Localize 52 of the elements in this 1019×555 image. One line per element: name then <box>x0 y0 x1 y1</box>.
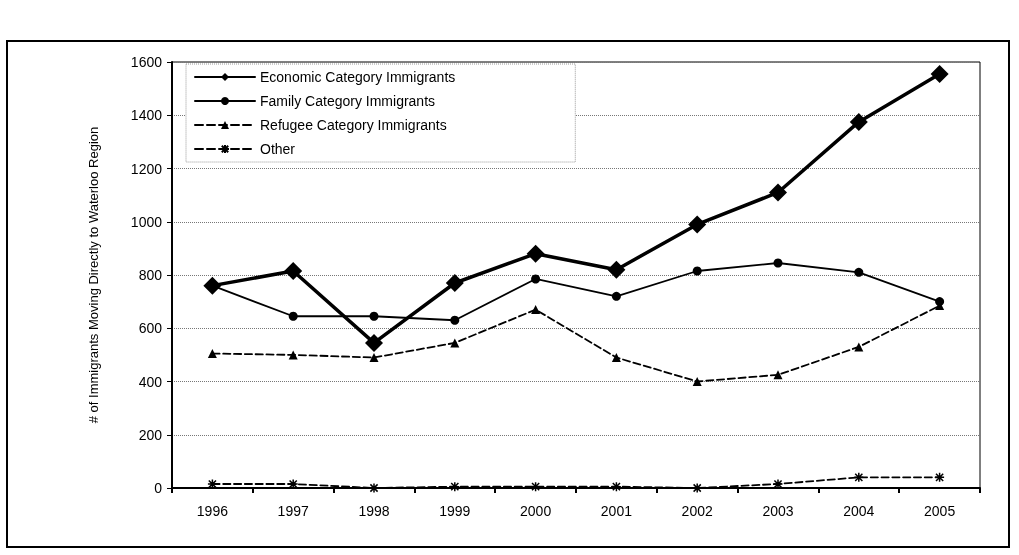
point <box>450 315 460 325</box>
point <box>611 481 622 492</box>
point <box>692 266 702 276</box>
x-tick-label: 2001 <box>600 503 633 519</box>
x-tick-label: 1997 <box>277 503 309 519</box>
point <box>207 349 217 359</box>
y-tick-label: 1400 <box>130 107 163 124</box>
point <box>611 291 621 301</box>
x-tick-label: 2003 <box>762 503 794 519</box>
point <box>930 64 949 83</box>
x-tick-label: 2005 <box>924 503 956 519</box>
y-tick-label: 1600 <box>130 54 163 70</box>
point <box>369 311 379 321</box>
point <box>531 274 541 284</box>
point <box>611 353 621 363</box>
legend-label: Economic Category Immigrants <box>260 69 456 85</box>
point <box>607 260 626 279</box>
legend-label: Family Category Immigrants <box>260 93 436 109</box>
point <box>526 244 545 263</box>
point <box>934 472 945 483</box>
y-tick-label: 1200 <box>130 160 163 177</box>
x-tick-label: 2004 <box>843 503 875 519</box>
legend-label: Refugee Category Immigrants <box>260 117 447 133</box>
y-axis-title: # of Immigrants Moving Directly to Waterloo Region <box>85 126 101 424</box>
x-tick-label: 2002 <box>681 503 713 519</box>
point <box>849 112 868 131</box>
y-tick-label: 400 <box>138 373 163 390</box>
y-tick-label: 0 <box>154 480 163 496</box>
y-tick-label: 600 <box>138 320 163 337</box>
point <box>773 258 783 268</box>
x-tick-label: 1996 <box>196 503 229 519</box>
point <box>769 183 787 202</box>
point <box>284 262 303 281</box>
y-tick-label: 200 <box>138 426 163 443</box>
point <box>449 481 461 492</box>
point <box>692 377 702 386</box>
legend-label: Other <box>260 141 296 157</box>
point <box>688 215 707 234</box>
point <box>854 267 864 277</box>
point <box>853 472 865 483</box>
point <box>369 353 379 363</box>
point <box>445 273 464 292</box>
point <box>773 370 783 380</box>
point <box>530 481 541 492</box>
y-tick-label: 1000 <box>130 213 163 230</box>
point <box>288 311 298 321</box>
x-tick-label: 1998 <box>358 503 390 519</box>
point <box>531 305 541 315</box>
x-tick-label: 2000 <box>520 503 552 519</box>
point <box>365 333 383 352</box>
y-tick-label: 800 <box>138 267 163 283</box>
x-tick-label: 1999 <box>439 503 471 519</box>
